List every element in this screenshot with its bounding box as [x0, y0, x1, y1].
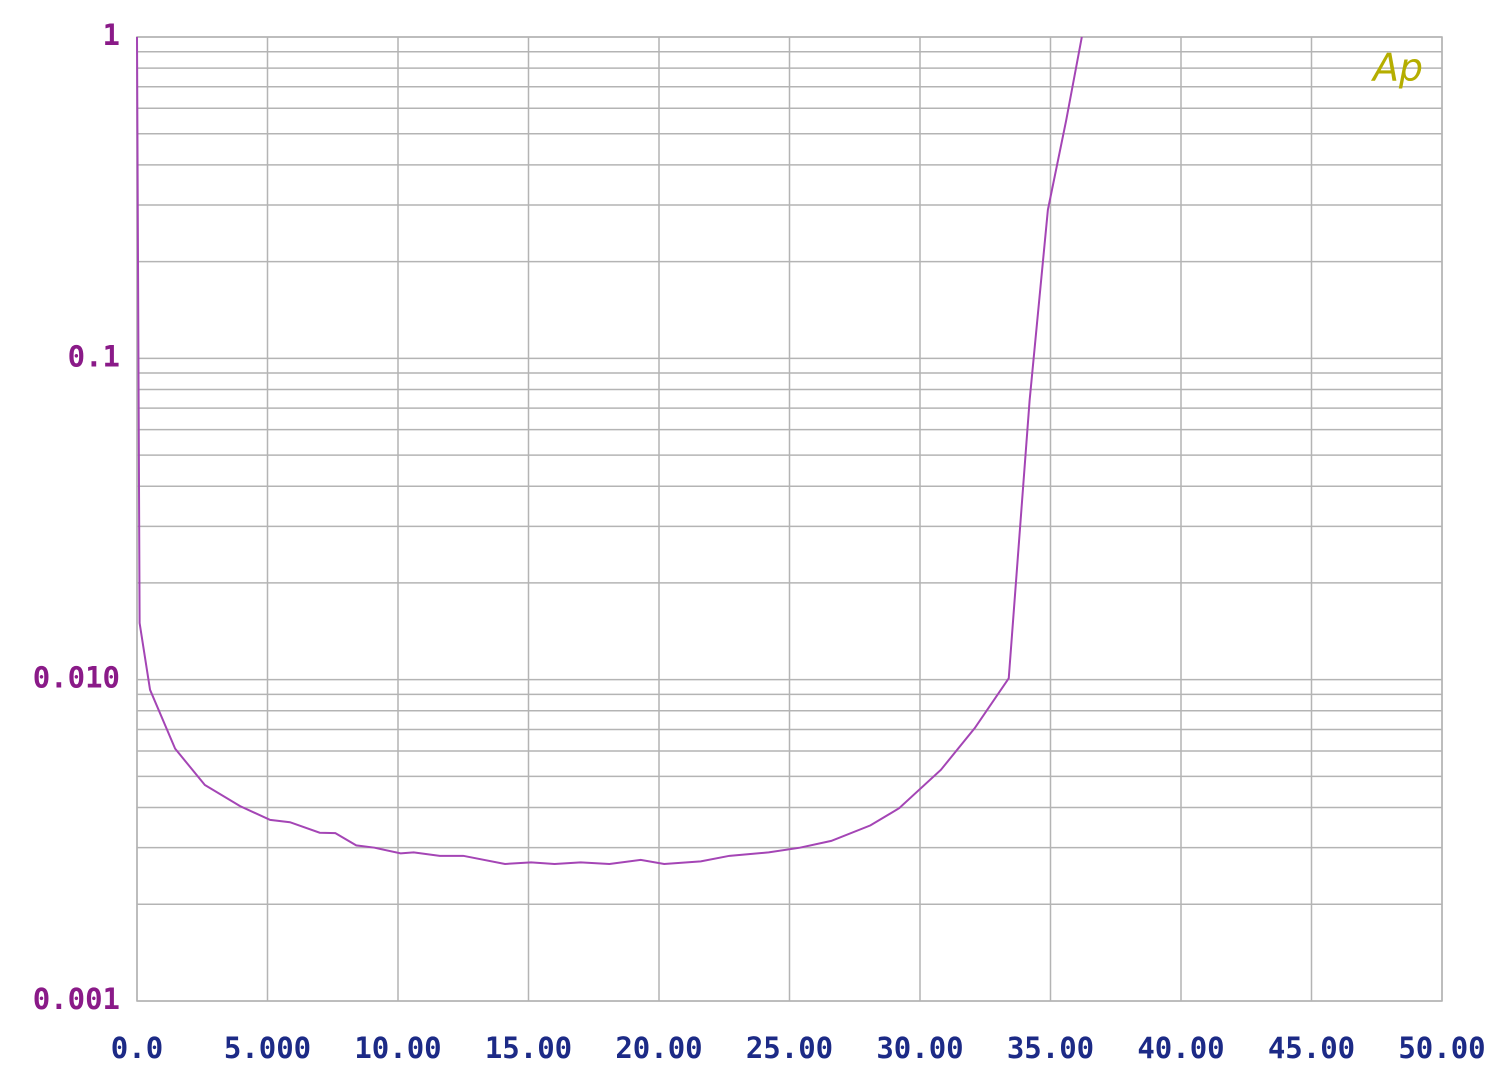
x-tick-label: 50.00	[1398, 1031, 1485, 1065]
x-tick-label: 40.00	[1137, 1031, 1224, 1065]
x-tick-label: 30.00	[876, 1031, 963, 1065]
plot-frame	[136, 36, 1443, 1002]
x-tick-label: 45.00	[1268, 1031, 1355, 1065]
y-tick-label: 1	[103, 18, 120, 52]
x-tick-label: 25.00	[746, 1031, 833, 1065]
y-tick-label: 0.001	[33, 982, 120, 1016]
data-line	[136, 36, 1083, 865]
x-tick-label: 0.0	[111, 1031, 163, 1065]
logo: Ap	[1370, 46, 1423, 90]
x-tick-label: 5.000	[224, 1031, 311, 1065]
x-tick-label: 15.00	[485, 1031, 572, 1065]
x-tick-label: 35.00	[1007, 1031, 1094, 1065]
y-tick-label: 0.1	[68, 339, 120, 373]
x-tick-label: 20.00	[615, 1031, 702, 1065]
y-tick-label: 0.010	[33, 661, 120, 695]
x-tick-label: 10.00	[354, 1031, 441, 1065]
